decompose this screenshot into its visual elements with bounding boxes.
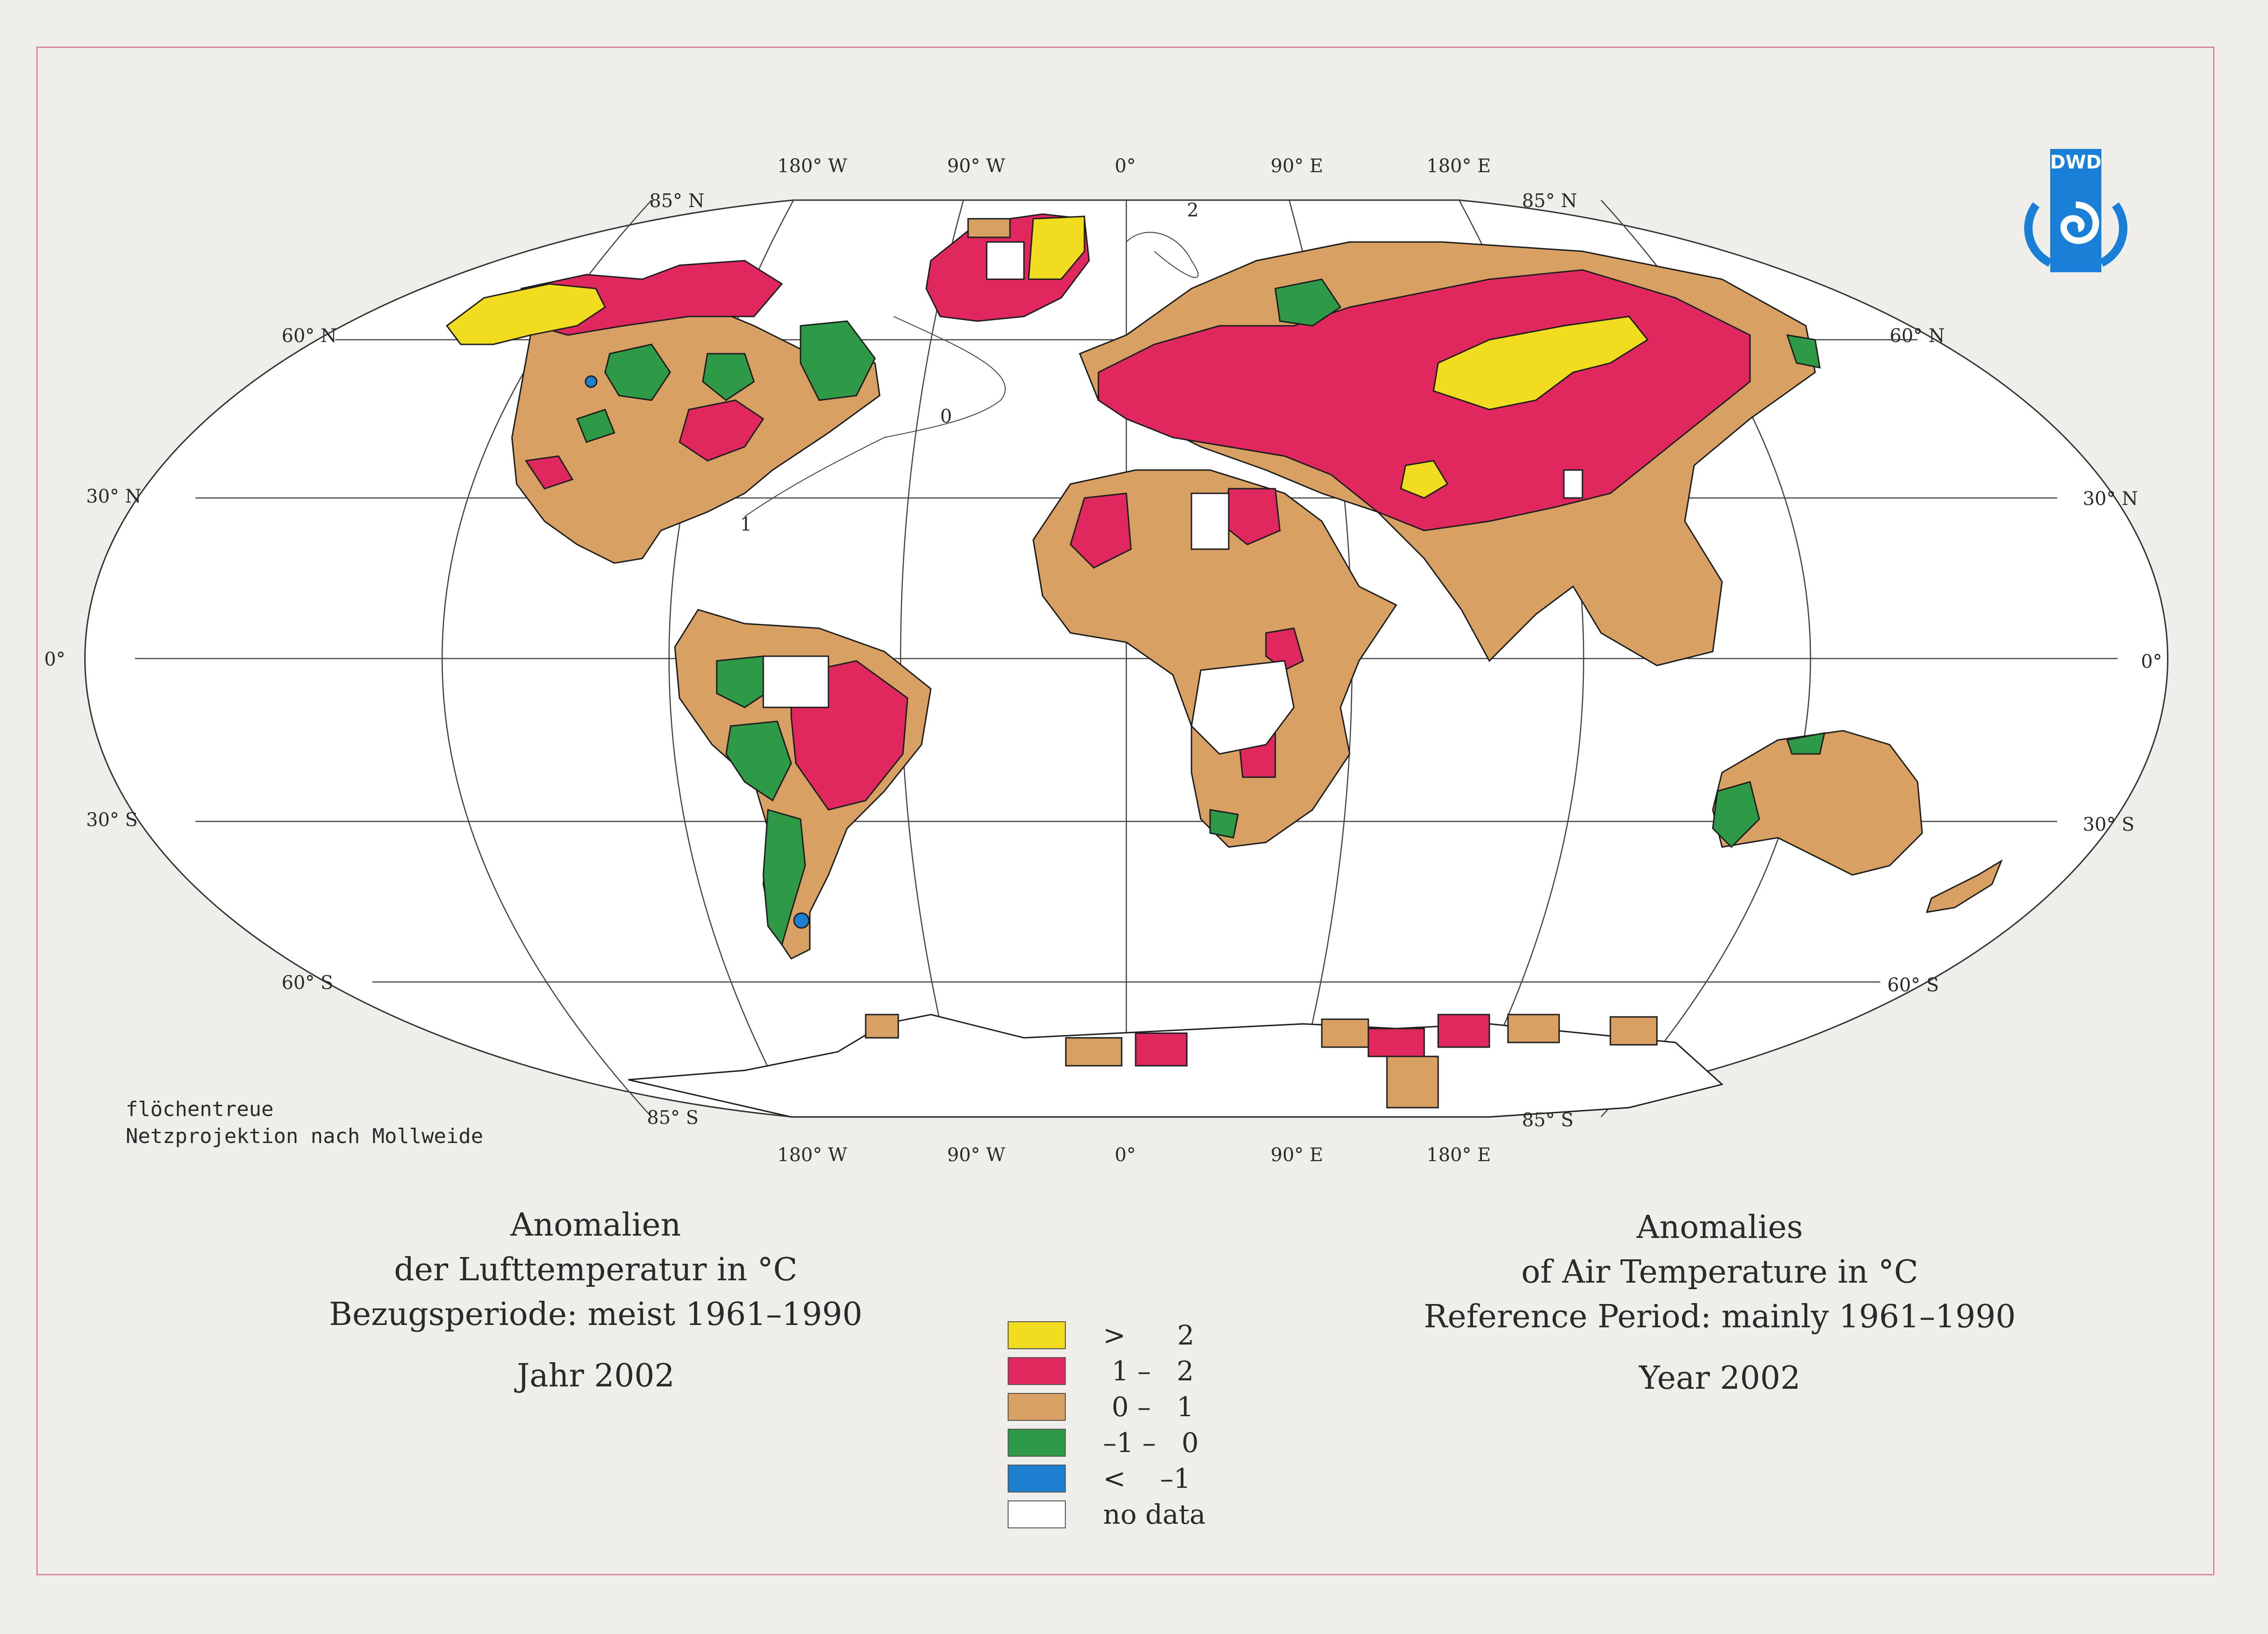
lat-label: 0° — [44, 649, 65, 670]
lon-label: 0° — [1115, 155, 1136, 177]
legend-swatch — [1008, 1428, 1066, 1457]
lat-label: 30° N — [86, 486, 141, 507]
legend-swatch — [1008, 1357, 1066, 1385]
legend-swatch — [1008, 1500, 1066, 1528]
australia — [1712, 730, 1923, 876]
lon-label: 180° W — [777, 155, 847, 177]
logo-text: DWD — [2050, 152, 2102, 173]
legend-label: no data — [1103, 1498, 1206, 1530]
lat-label: 30° S — [86, 809, 138, 831]
projection-note: flöchentreue Netzprojektion nach Mollwei… — [126, 1096, 483, 1150]
title-year: Year 2002 — [1639, 1360, 1801, 1397]
lon-label: 180° E — [1427, 155, 1491, 177]
title-line: der Lufttemperatur in °C — [394, 1251, 798, 1288]
legend-label: –1 – 0 — [1103, 1426, 1199, 1459]
contour-label: 1 — [740, 514, 752, 535]
projection-note-line: flöchentreue — [126, 1097, 274, 1121]
projection-note-line: Netzprojektion nach Mollweide — [126, 1124, 484, 1148]
africa — [1032, 469, 1398, 848]
lat-label: 60° S — [1887, 975, 1939, 996]
title-line: Anomalien — [510, 1207, 681, 1244]
lat-label: 0° — [2141, 651, 2162, 672]
title-year: Jahr 2002 — [517, 1358, 675, 1394]
title-line: Bezugsperiode: meist 1961–1990 — [329, 1296, 862, 1333]
lat-label: 85° N — [649, 190, 705, 212]
title-line: Reference Period: mainly 1961–1990 — [1424, 1298, 2016, 1335]
legend-item: > 2 — [1008, 1317, 1243, 1353]
contour-label: 0 — [940, 406, 952, 427]
lon-label: 0° — [1115, 1144, 1136, 1166]
lon-label: 90° E — [1271, 155, 1323, 177]
legend-item: 1 – 2 — [1008, 1353, 1243, 1389]
legend-label: 1 – 2 — [1103, 1355, 1194, 1387]
ocean-contours — [744, 232, 1199, 517]
latitude-labels-right: 85° N 60° N 30° N 0° 30° S 60° S 85° S — [1522, 190, 2162, 1131]
lat-label: 85° N — [1522, 190, 1577, 212]
page-frame — [36, 47, 2214, 1575]
longitude-labels-bottom: 180° W 90° W 0° 90° E 180° E — [777, 1144, 1491, 1166]
legend-swatch — [1008, 1321, 1066, 1349]
legend-item: no data — [1008, 1496, 1243, 1532]
greenland — [925, 213, 1090, 322]
title-line: Anomalies — [1636, 1209, 1803, 1246]
lat-label: 60° N — [1890, 325, 1945, 347]
longitude-labels-top: 180° W 90° W 0° 90° E 180° E — [777, 155, 1491, 177]
legend-swatch — [1008, 1464, 1066, 1493]
dwd-logo-icon: DWD — [2024, 149, 2127, 272]
eurasia — [1079, 241, 1821, 666]
lat-label: 60° S — [282, 972, 333, 994]
lon-label: 180° E — [1427, 1144, 1491, 1166]
lat-label: 60° N — [282, 325, 337, 347]
legend-label: < –1 — [1103, 1462, 1191, 1494]
lat-label: 30° N — [2083, 488, 2138, 510]
title-english: Anomalies of Air Temperature in °C Refer… — [1266, 1205, 2174, 1401]
south-america — [674, 609, 932, 960]
contour-label: 2 — [1187, 200, 1198, 221]
lat-label: 85° S — [1522, 1110, 1574, 1131]
north-america — [445, 260, 881, 564]
new-zealand — [1925, 859, 2003, 913]
legend-item: < –1 — [1008, 1460, 1243, 1496]
lon-label: 180° W — [777, 1144, 847, 1166]
title-german: Anomalien der Lufttemperatur in °C Bezug… — [154, 1203, 1038, 1399]
lon-label: 90° W — [947, 1144, 1005, 1166]
lon-label: 90° W — [947, 155, 1005, 177]
legend-label: 0 – 1 — [1103, 1391, 1194, 1423]
latitude-labels-left: 85° N 60° N 30° N 0° 30° S 60° S 85° S — [44, 190, 705, 1129]
lat-label: 85° S — [647, 1107, 699, 1129]
lat-label: 30° S — [2083, 814, 2134, 835]
lon-label: 90° E — [1271, 1144, 1323, 1166]
legend-label: > 2 — [1103, 1319, 1195, 1351]
legend-item: –1 – 0 — [1008, 1425, 1243, 1460]
antarctica — [628, 1014, 1724, 1118]
legend-item: 0 – 1 — [1008, 1389, 1243, 1425]
legend: > 2 1 – 2 0 – 1 –1 – 0 < –1 no data — [1008, 1317, 1243, 1532]
legend-swatch — [1008, 1392, 1066, 1421]
title-line: of Air Temperature in °C — [1521, 1254, 1918, 1291]
